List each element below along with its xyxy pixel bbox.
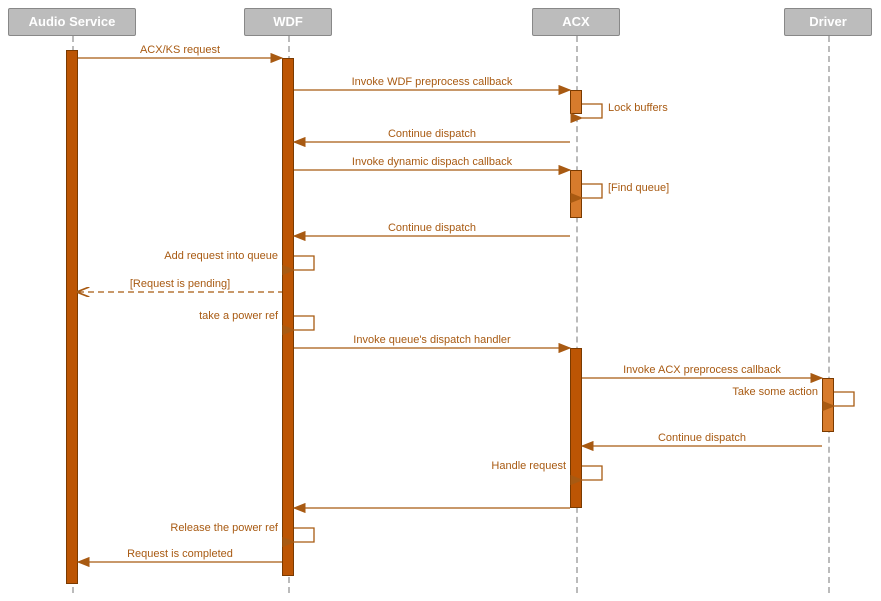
message-label: Invoke ACX preprocess callback: [552, 364, 852, 376]
lifeline-acx: [576, 36, 578, 593]
activation-audio-0: [66, 50, 78, 584]
participant-head-acx: ACX: [532, 8, 620, 36]
activation-driver-5: [822, 378, 834, 432]
message-label: Invoke queue's dispatch handler: [282, 334, 582, 346]
message-label: Add request into queue: [164, 250, 278, 262]
activation-acx-2: [570, 90, 582, 114]
participant-head-driver: Driver: [784, 8, 872, 36]
message-label: [Request is pending]: [30, 278, 330, 290]
message-label: Invoke WDF preprocess callback: [282, 76, 582, 88]
message-label: Continue dispatch: [282, 222, 582, 234]
message-label: Continue dispatch: [282, 128, 582, 140]
message-label: Take some action: [732, 386, 818, 398]
activation-acx-3: [570, 170, 582, 218]
message-label: Lock buffers: [608, 102, 668, 114]
message-label: ACX/KS request: [30, 44, 330, 56]
message-label: [Find queue]: [608, 182, 669, 194]
message-label: Handle request: [491, 460, 566, 472]
lifeline-driver: [828, 36, 830, 593]
message-label: Request is completed: [30, 548, 330, 560]
message-label: Invoke dynamic dispach callback: [282, 156, 582, 168]
message-label: Release the power ref: [170, 522, 278, 534]
participant-head-audio: Audio Service: [8, 8, 136, 36]
participant-head-wdf: WDF: [244, 8, 332, 36]
message-label: take a power ref: [199, 310, 278, 322]
message-label: Continue dispatch: [552, 432, 852, 444]
